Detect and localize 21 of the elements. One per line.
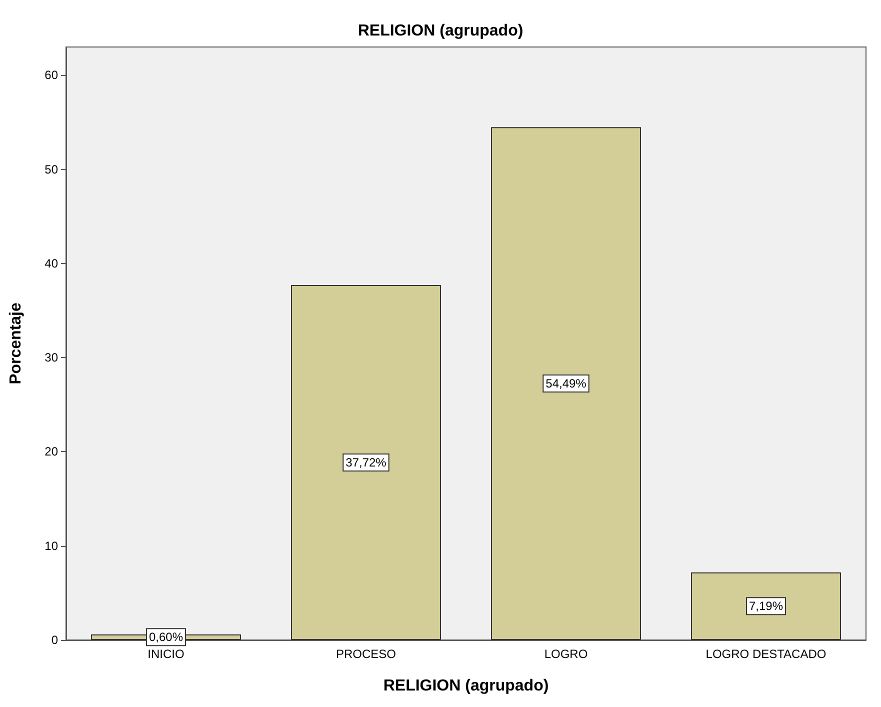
y-axis-title: Porcentaje xyxy=(8,302,24,384)
y-tick-label: 60 xyxy=(44,68,58,82)
x-tick-label: LOGRO xyxy=(544,647,588,661)
data-label: 54,49% xyxy=(546,376,587,391)
x-tick-label: LOGRO DESTACADO xyxy=(706,647,826,661)
y-tick-label: 30 xyxy=(44,350,58,365)
data-label: 0,60% xyxy=(148,630,184,644)
x-tick-label: PROCESO xyxy=(336,647,396,661)
y-tick-label: 50 xyxy=(44,162,58,176)
y-tick-label: 10 xyxy=(44,538,58,553)
bar xyxy=(491,127,641,640)
x-axis-title: RELIGION (agrupado) xyxy=(383,678,549,694)
chart-title: RELIGION (agrupado) xyxy=(358,22,524,40)
x-tick-label: INICIO xyxy=(148,647,184,661)
bar xyxy=(291,284,441,640)
y-tick-label: 20 xyxy=(44,444,58,459)
y-tick-label: 40 xyxy=(44,256,58,270)
bar xyxy=(691,572,841,640)
y-tick-label: 0 xyxy=(51,633,58,647)
data-label: 7,19% xyxy=(748,599,784,614)
data-label: 37,72% xyxy=(346,455,387,470)
